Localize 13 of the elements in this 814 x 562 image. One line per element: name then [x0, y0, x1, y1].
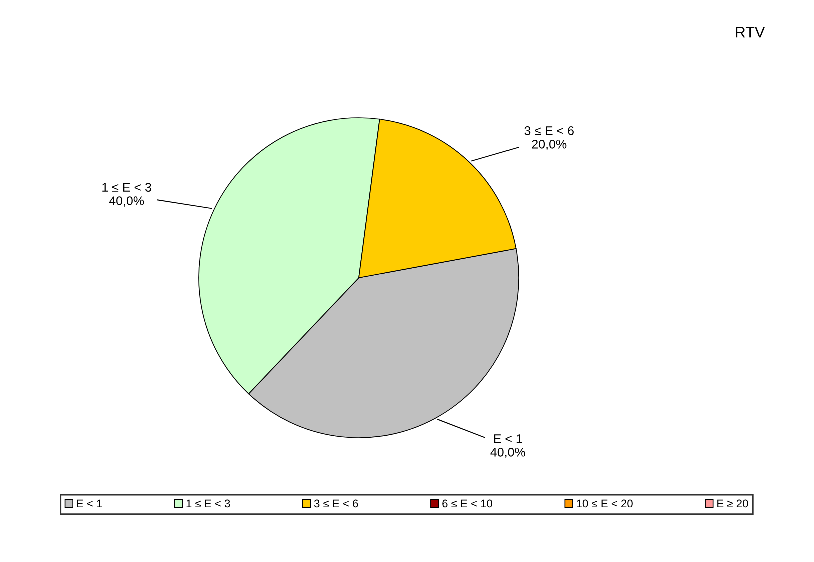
slice-label: 3 ≤ E < 6 — [524, 126, 574, 136]
legend-label: 6 ≤ E < 10 — [442, 500, 493, 508]
data-label: 40,0% — [109, 196, 144, 207]
legend-label: E < 1 — [77, 500, 102, 508]
data-label: 20,0% — [532, 140, 567, 150]
data-label: 40,0% — [490, 448, 526, 458]
legend-label: 1 ≤ E < 3 — [186, 500, 230, 508]
legend-label: E ≥ 20 — [718, 500, 748, 508]
legend-label: 3 ≤ E < 6 — [314, 500, 358, 508]
slice-label: 1 ≤ E < 3 — [102, 183, 152, 192]
slice-label: E < 1 — [494, 434, 522, 444]
legend-label: 10 ≤ E < 20 — [577, 500, 633, 508]
chart-title: RTV — [736, 27, 766, 38]
